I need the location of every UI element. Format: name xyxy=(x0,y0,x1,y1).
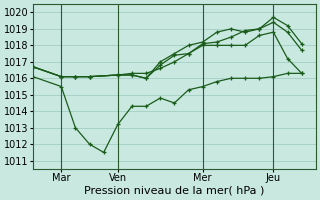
X-axis label: Pression niveau de la mer( hPa ): Pression niveau de la mer( hPa ) xyxy=(84,186,265,196)
